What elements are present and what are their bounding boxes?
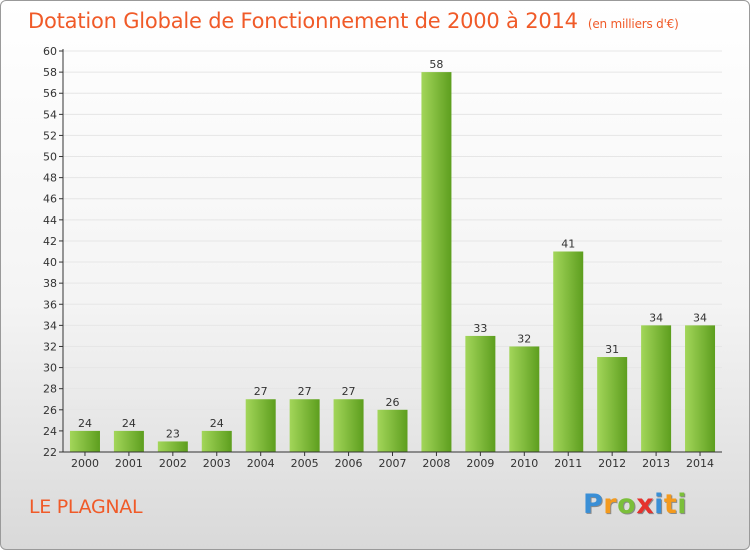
labels: 22 24 26 28 30 32 34 36 38 40 42 44 46 48 50 52 54 56 58 60…: [43, 45, 714, 470]
data-label: 24: [78, 417, 92, 430]
y-tick-label: 50: [43, 151, 57, 164]
data-label: 34: [649, 311, 663, 324]
x-tick-label: 2012: [598, 457, 626, 470]
y-tick-label: 32: [43, 340, 57, 353]
data-label: 24: [210, 417, 224, 430]
x-tick-label: 2007: [379, 457, 407, 470]
x-tick-label: 2014: [686, 457, 714, 470]
bar: [597, 357, 628, 452]
y-tick-label: 46: [43, 193, 57, 206]
data-label: 33: [473, 322, 487, 335]
y-tick-label: 42: [43, 235, 57, 248]
x-tick-label: 2002: [159, 457, 187, 470]
bar: [685, 325, 716, 452]
bar: [333, 399, 364, 452]
data-label: 27: [254, 385, 268, 398]
data-label: 27: [342, 385, 356, 398]
x-tick-label: 2010: [510, 457, 538, 470]
y-tick-label: 60: [43, 45, 57, 58]
y-tick-label: 40: [43, 256, 57, 269]
bar: [289, 399, 320, 452]
y-tick-label: 28: [43, 383, 57, 396]
y-tick-label: 54: [43, 108, 57, 121]
bar: [113, 430, 144, 452]
x-tick-label: 2003: [203, 457, 231, 470]
x-tick-label: 2008: [422, 457, 450, 470]
x-tick-label: 2013: [642, 457, 670, 470]
y-tick-label: 34: [43, 319, 57, 332]
chart-subtitle: (en milliers d'€): [587, 17, 679, 31]
proxiti-logo: Proxiti: [583, 489, 688, 520]
y-tick-label: 58: [43, 66, 57, 79]
x-tick-label: 2000: [71, 457, 99, 470]
y-tick-label: 26: [43, 404, 57, 417]
y-tick-label: 38: [43, 277, 57, 290]
x-tick-label: 2009: [466, 457, 494, 470]
bar: [377, 409, 408, 452]
bar: [421, 72, 452, 453]
y-tick-label: 56: [43, 87, 57, 100]
data-label: 41: [561, 238, 575, 251]
data-label: 32: [517, 332, 531, 345]
data-label: 26: [386, 396, 400, 409]
y-tick-label: 36: [43, 298, 57, 311]
x-tick-label: 2004: [247, 457, 275, 470]
bar: [465, 335, 496, 452]
data-label: 24: [122, 417, 136, 430]
y-tick-label: 48: [43, 172, 57, 185]
bar: [69, 430, 100, 452]
data-label: 23: [166, 427, 180, 440]
bar: [509, 346, 540, 452]
y-tick-label: 44: [43, 214, 57, 227]
x-tick-label: 2005: [291, 457, 319, 470]
data-label: 34: [693, 311, 707, 324]
bar: [553, 251, 584, 452]
bar: [157, 441, 188, 452]
bar: [245, 399, 276, 452]
y-tick-label: 22: [43, 446, 57, 459]
x-tick-label: 2001: [115, 457, 143, 470]
axes: [59, 49, 722, 456]
y-tick-label: 24: [43, 425, 57, 438]
bar: [641, 325, 672, 452]
bars: [69, 72, 716, 453]
x-tick-label: 2011: [554, 457, 582, 470]
x-tick-label: 2006: [335, 457, 363, 470]
data-label: 27: [298, 385, 312, 398]
data-label: 58: [429, 58, 443, 71]
y-tick-label: 52: [43, 129, 57, 142]
data-label: 31: [605, 343, 619, 356]
bar: [201, 430, 232, 452]
chart-title: Dotation Globale de Fonctionnement de 20…: [28, 9, 679, 33]
y-tick-label: 30: [43, 362, 57, 375]
commune-name: LE PLAGNAL: [29, 496, 143, 518]
chart-title-text: Dotation Globale de Fonctionnement de 20…: [28, 9, 578, 33]
